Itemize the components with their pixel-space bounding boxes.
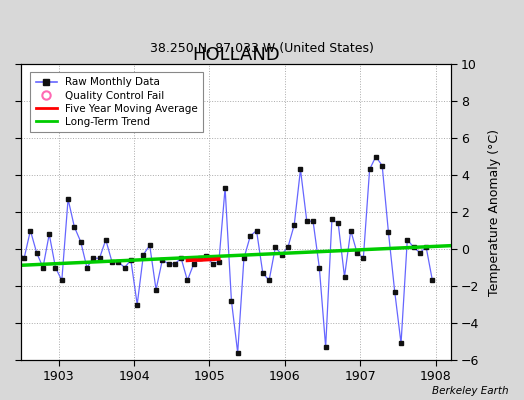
- Title: HOLLAND: HOLLAND: [192, 46, 280, 64]
- Y-axis label: Temperature Anomaly (°C): Temperature Anomaly (°C): [488, 128, 501, 296]
- Text: 38.250 N, 87.033 W (United States): 38.250 N, 87.033 W (United States): [150, 42, 374, 55]
- Text: Berkeley Earth: Berkeley Earth: [432, 386, 508, 396]
- Legend: Raw Monthly Data, Quality Control Fail, Five Year Moving Average, Long-Term Tren: Raw Monthly Data, Quality Control Fail, …: [30, 72, 203, 132]
